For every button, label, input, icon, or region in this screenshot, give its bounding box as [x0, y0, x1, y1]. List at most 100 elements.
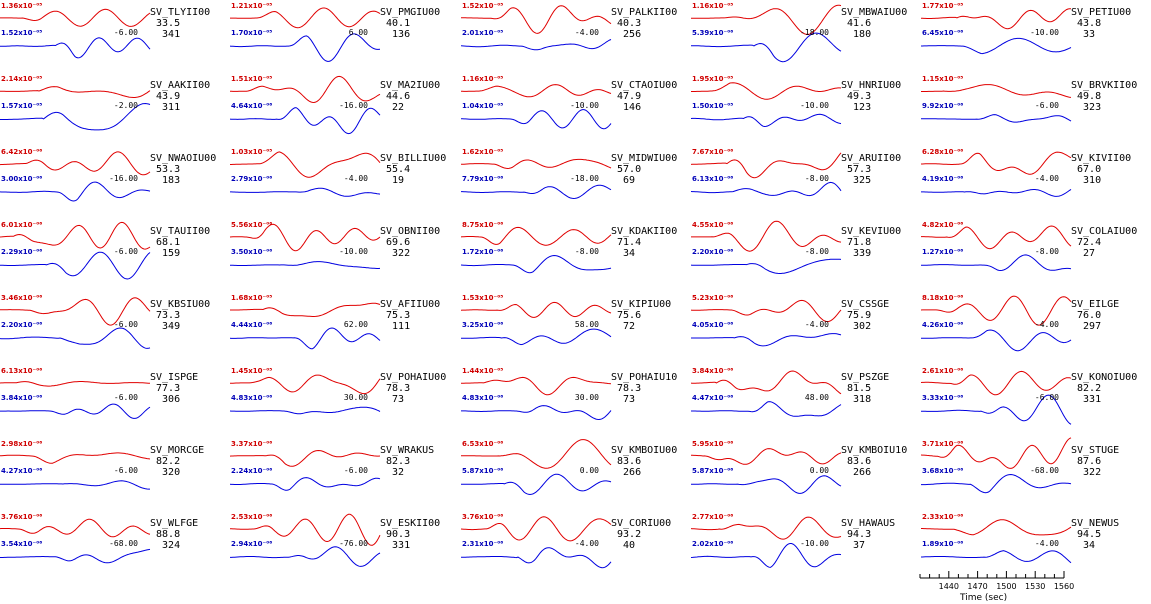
time-shift: -18.00: [570, 174, 599, 183]
station-azimuth: 159: [150, 248, 181, 259]
observed-amplitude: 1.45x10⁻⁰⁵: [231, 367, 273, 375]
synthetic-amplitude: 3.50x10⁻⁰⁶: [231, 248, 273, 256]
synthetic-amplitude: 1.50x10⁻⁰⁵: [692, 102, 734, 110]
synthetic-amplitude: 2.29x10⁻⁰⁶: [1, 248, 43, 256]
station-azimuth: 331: [1071, 394, 1102, 405]
station-azimuth: 22: [380, 102, 405, 113]
observed-trace: [920, 8, 1071, 30]
station-panel: 1.53x10⁻⁰⁵ 3.25x10⁻⁰⁶ 58.00 SV_KIPIU00 75.6…: [460, 294, 691, 366]
station-azimuth: 339: [841, 248, 872, 259]
station-panel: 1.21x10⁻⁰⁵ 1.70x10⁻⁰⁵ 6.00 SV_PMGIU00 40.1 …: [229, 2, 460, 74]
station-info: SV_WRAKUS 82.3 32: [380, 445, 434, 478]
synthetic-amplitude: 4.26x10⁻⁰⁶: [922, 321, 964, 329]
station-info: SV_KEVIU00 71.8 339: [841, 226, 901, 259]
station-info: SV_KONOIU00 82.2 331: [1071, 372, 1137, 405]
waveform-plot: [229, 449, 381, 491]
observed-trace: [690, 370, 842, 395]
station-panel: 1.36x10⁻⁰⁵ 1.52x10⁻⁰⁵ -6.00 SV_TLYII00 33.5…: [0, 2, 230, 74]
time-shift: -10.00: [800, 101, 829, 110]
station-distance: 71.8: [841, 237, 872, 248]
station-azimuth: 123: [841, 102, 872, 113]
waveform-plot: [461, 376, 612, 421]
station-panel: 1.45x10⁻⁰⁵ 4.83x10⁻⁰⁶ 30.00 SV_POHAIU00 78.…: [229, 367, 460, 439]
observed-trace: [230, 151, 381, 178]
station-info: SV_NWAOIU00 53.3 183: [150, 153, 216, 186]
station-panel: 2.61x10⁻⁰⁶ 3.33x10⁻⁰⁶ -6.00 SV_KONOIU00 82.…: [920, 367, 1151, 439]
observed-trace: [230, 75, 381, 104]
station-distance: 82.2: [150, 456, 181, 467]
station-name: SV_CSSGE: [841, 299, 890, 310]
time-shift: -10.00: [800, 539, 829, 548]
observed-trace: [0, 452, 151, 464]
synthetic-trace: [0, 251, 151, 280]
station-name: SV_KDAKII00: [611, 226, 678, 237]
observed-amplitude: 1.53x10⁻⁰⁵: [462, 294, 504, 302]
station-info: SV_CSSGE 75.9 302: [841, 299, 889, 332]
observed-amplitude: 1.62x10⁻⁰⁵: [462, 148, 504, 156]
station-name: SV_TAUII00: [150, 226, 211, 237]
axis-tick-label: 1560: [1054, 582, 1074, 591]
observed-amplitude: 5.23x10⁻⁰⁶: [692, 294, 734, 302]
synthetic-trace: [230, 187, 381, 197]
waveform-plot: [920, 8, 1072, 55]
synthetic-amplitude: 2.24x10⁻⁰⁶: [231, 467, 273, 475]
station-info: SV_KMBOIU00 83.6 266: [611, 445, 677, 478]
time-shift: -4.00: [1034, 174, 1059, 183]
time-shift: -2.00: [113, 101, 138, 110]
observed-amplitude: 1.68x10⁻⁰⁵: [231, 294, 273, 302]
observed-amplitude: 5.95x10⁻⁰⁶: [692, 440, 734, 448]
waveform-plot: [0, 151, 151, 202]
synthetic-amplitude: 5.39x10⁻⁰⁶: [692, 29, 734, 37]
observed-trace: [229, 374, 381, 395]
waveform-plot: [461, 158, 612, 200]
station-info: SV_KIVII00 67.0 310: [1071, 153, 1131, 186]
station-azimuth: 180: [841, 29, 872, 40]
observed-trace: [230, 302, 381, 317]
waveform-plot: [690, 370, 842, 417]
time-shift: -4.00: [1034, 320, 1059, 329]
synthetic-trace: [461, 109, 612, 130]
station-azimuth: 322: [1071, 467, 1102, 478]
station-panel: 6.28x10⁻⁰⁶ 4.19x10⁻⁰⁶ -4.00 SV_KIVII00 67.0…: [921, 148, 1151, 220]
synthetic-trace: [921, 254, 1072, 272]
station-panel: 5.95x10⁻⁰⁶ 5.87x10⁻⁰⁶ 0.00 SV_KMBOIU10 83.6…: [691, 440, 921, 512]
station-panel: 1.15x10⁻⁰⁵ 9.92x10⁻⁰⁶ -6.00 SV_BRVKII00 49.…: [921, 75, 1151, 147]
station-distance: 88.8: [150, 529, 181, 540]
waveform-plot: [230, 151, 381, 197]
station-azimuth: 318: [841, 394, 872, 405]
synthetic-trace: [461, 328, 612, 346]
synthetic-trace: [691, 401, 842, 417]
observed-amplitude: 1.95x10⁻⁰⁵: [692, 75, 734, 83]
observed-trace: [690, 152, 842, 179]
station-panel: 2.33x10⁻⁰⁶ 1.89x10⁻⁰⁶ -4.00 SV_NEWUS 94.5 3…: [921, 513, 1151, 585]
station-distance: 90.3: [380, 529, 411, 540]
time-shift: -68.00: [1030, 466, 1059, 475]
station-name: SV_PMGIU00: [380, 7, 441, 18]
time-shift: -4.00: [343, 174, 368, 183]
station-info: SV_PMGIU00 40.1 136: [380, 7, 440, 40]
station-distance: 57.3: [841, 164, 872, 175]
station-azimuth: 40: [611, 540, 636, 551]
synthetic-trace: [690, 258, 842, 274]
station-name: SV_KBSIU00: [150, 299, 211, 310]
synthetic-amplitude: 4.83x10⁻⁰⁶: [462, 394, 504, 402]
station-info: SV_BRVKII00 49.8 323: [1071, 80, 1137, 113]
waveform-plot: [921, 84, 1072, 123]
station-azimuth: 69: [611, 175, 636, 186]
observed-trace: [691, 448, 842, 465]
observed-amplitude: 8.18x10⁻⁰⁶: [922, 294, 964, 302]
waveform-plot: [690, 516, 842, 568]
observed-amplitude: 1.03x10⁻⁰⁵: [231, 148, 273, 156]
observed-amplitude: 4.55x10⁻⁰⁶: [692, 221, 734, 229]
station-name: SV_PALKII00: [611, 7, 678, 18]
time-shift: -4.00: [1034, 539, 1059, 548]
synthetic-trace: [691, 475, 842, 494]
station-name: SV_WLFGE: [150, 518, 199, 529]
observed-trace: [0, 86, 151, 98]
station-distance: 75.6: [611, 310, 642, 321]
time-shift: -4.00: [574, 539, 599, 548]
station-distance: 77.3: [150, 383, 181, 394]
station-azimuth: 183: [150, 175, 181, 186]
observed-amplitude: 3.37x10⁻⁰⁶: [231, 440, 273, 448]
synthetic-trace: [229, 261, 381, 269]
